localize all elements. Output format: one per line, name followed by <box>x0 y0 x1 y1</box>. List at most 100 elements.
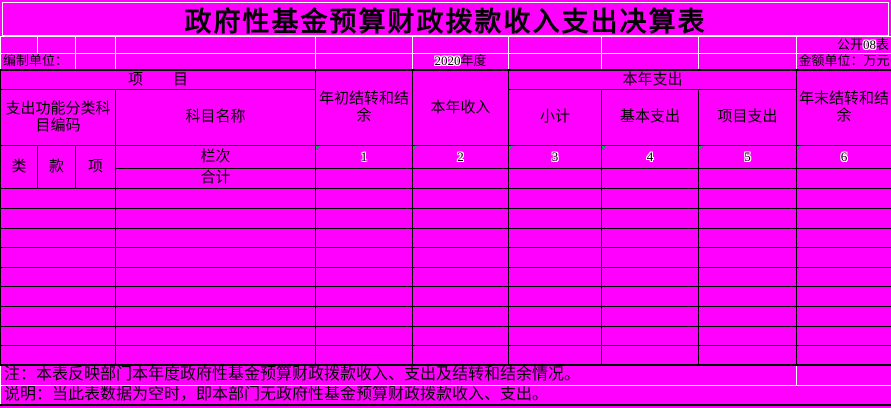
income-cell[interactable] <box>412 188 509 210</box>
basic-expense-cell[interactable] <box>601 286 699 307</box>
column-number: 3 <box>551 148 559 164</box>
code-cell[interactable] <box>0 188 116 210</box>
begin-balance-cell[interactable] <box>315 286 413 307</box>
subject-name-cell[interactable] <box>115 247 316 268</box>
func-code-header: 支出功能分类科目编码 <box>0 89 116 147</box>
total-begin-balance-cell[interactable] <box>315 168 413 190</box>
subject-name-cell[interactable] <box>115 227 316 249</box>
income-cell[interactable] <box>412 247 509 268</box>
begin-balance-cell[interactable] <box>315 325 413 347</box>
begin-balance-cell[interactable] <box>315 306 413 327</box>
subject-name-cell[interactable] <box>115 286 316 307</box>
subtotal-cell[interactable] <box>508 306 602 327</box>
column-index-row: 类 款 项 栏次 1 2 3 4 5 6 <box>0 145 891 190</box>
total-project-expense-cell[interactable] <box>698 168 797 190</box>
final-accounts-table: 公开08表 编制单位： 2020年度 金额单位：万元 项 目 年初结转和结余 本… <box>0 36 891 407</box>
empty-table-row <box>0 325 891 347</box>
empty-cell <box>412 36 509 54</box>
end-balance-cell[interactable] <box>796 325 891 347</box>
begin-balance-cell[interactable] <box>315 247 413 268</box>
subtotal-cell[interactable] <box>508 286 602 307</box>
basic-expense-cell[interactable] <box>601 325 699 347</box>
project-expense-cell[interactable] <box>698 286 797 307</box>
project-expense-cell[interactable] <box>698 325 797 347</box>
begin-balance-cell[interactable] <box>315 188 413 210</box>
begin-balance-cell[interactable] <box>315 208 413 229</box>
income-cell[interactable] <box>412 286 509 307</box>
subject-name-cell[interactable] <box>115 208 316 229</box>
code-cell[interactable] <box>0 286 116 307</box>
project-expense-cell[interactable] <box>698 227 797 249</box>
subtotal-cell[interactable] <box>508 247 602 268</box>
end-balance-cell[interactable] <box>796 286 891 307</box>
project-expense-header: 项目支出 <box>698 89 797 147</box>
income-cell[interactable] <box>412 345 509 366</box>
subtotal-cell[interactable] <box>508 345 602 366</box>
year-digits: 2020 <box>434 53 461 68</box>
begin-balance-cell[interactable] <box>315 345 413 366</box>
column-number-cell[interactable]: 6 <box>796 145 891 170</box>
table-number-row: 公开08表 <box>0 36 891 54</box>
total-basic-expense-cell[interactable] <box>601 168 699 190</box>
column-number-cell[interactable]: 2 <box>412 145 509 170</box>
basic-expense-cell[interactable] <box>601 345 699 366</box>
column-number-cell[interactable]: 4 <box>601 145 699 170</box>
basic-expense-cell[interactable] <box>601 306 699 327</box>
basic-expense-cell[interactable] <box>601 188 699 210</box>
project-expense-cell[interactable] <box>698 247 797 268</box>
code-cell[interactable] <box>0 306 116 327</box>
code-cell[interactable] <box>0 247 116 268</box>
basic-expense-cell[interactable] <box>601 247 699 268</box>
code-cell[interactable] <box>0 345 116 366</box>
subtotal-cell[interactable] <box>508 266 602 288</box>
total-end-balance-cell[interactable] <box>796 168 891 190</box>
column-number-cell[interactable]: 1 <box>315 145 413 170</box>
begin-balance-cell[interactable] <box>315 227 413 249</box>
basic-expense-cell[interactable] <box>601 208 699 229</box>
income-cell[interactable] <box>412 227 509 249</box>
subtotal-cell[interactable] <box>508 227 602 249</box>
project-expense-cell[interactable] <box>698 208 797 229</box>
basic-expense-cell[interactable] <box>601 266 699 288</box>
begin-balance-cell[interactable] <box>315 266 413 288</box>
column-number-cell[interactable]: 5 <box>698 145 797 170</box>
end-balance-cell[interactable] <box>796 188 891 210</box>
public-table-number: 公开08表 <box>796 36 891 54</box>
project-expense-cell[interactable] <box>698 266 797 288</box>
subtotal-cell[interactable] <box>508 325 602 347</box>
expense-group-header: 本年支出 <box>508 68 797 91</box>
column-number-cell[interactable]: 3 <box>508 145 602 170</box>
project-expense-cell[interactable] <box>698 306 797 327</box>
end-balance-cell[interactable] <box>796 345 891 366</box>
project-expense-cell[interactable] <box>698 188 797 210</box>
empty-cell <box>315 52 413 71</box>
error-marker-icon <box>316 146 320 151</box>
end-balance-cell[interactable] <box>796 227 891 249</box>
code-cell[interactable] <box>0 266 116 288</box>
end-balance-cell[interactable] <box>796 266 891 288</box>
subject-name-cell[interactable] <box>115 345 316 366</box>
subtotal-cell[interactable] <box>508 188 602 210</box>
subject-name-cell[interactable] <box>115 188 316 210</box>
income-cell[interactable] <box>412 325 509 347</box>
empty-cell <box>115 36 316 54</box>
code-cell[interactable] <box>0 325 116 347</box>
subtotal-cell[interactable] <box>508 208 602 229</box>
subject-name-cell[interactable] <box>115 325 316 347</box>
subject-name-cell[interactable] <box>115 266 316 288</box>
end-balance-cell[interactable] <box>796 306 891 327</box>
total-income-cell[interactable] <box>412 168 509 190</box>
subject-name-cell[interactable] <box>115 306 316 327</box>
end-balance-cell[interactable] <box>796 208 891 229</box>
end-balance-cell[interactable] <box>796 247 891 268</box>
empty-cell <box>601 52 699 71</box>
project-expense-cell[interactable] <box>698 345 797 366</box>
income-cell[interactable] <box>412 208 509 229</box>
class-header: 类 <box>0 145 38 190</box>
income-cell[interactable] <box>412 306 509 327</box>
basic-expense-cell[interactable] <box>601 227 699 249</box>
income-cell[interactable] <box>412 266 509 288</box>
total-subtotal-cell[interactable] <box>508 168 602 190</box>
code-cell[interactable] <box>0 208 116 229</box>
code-cell[interactable] <box>0 227 116 249</box>
